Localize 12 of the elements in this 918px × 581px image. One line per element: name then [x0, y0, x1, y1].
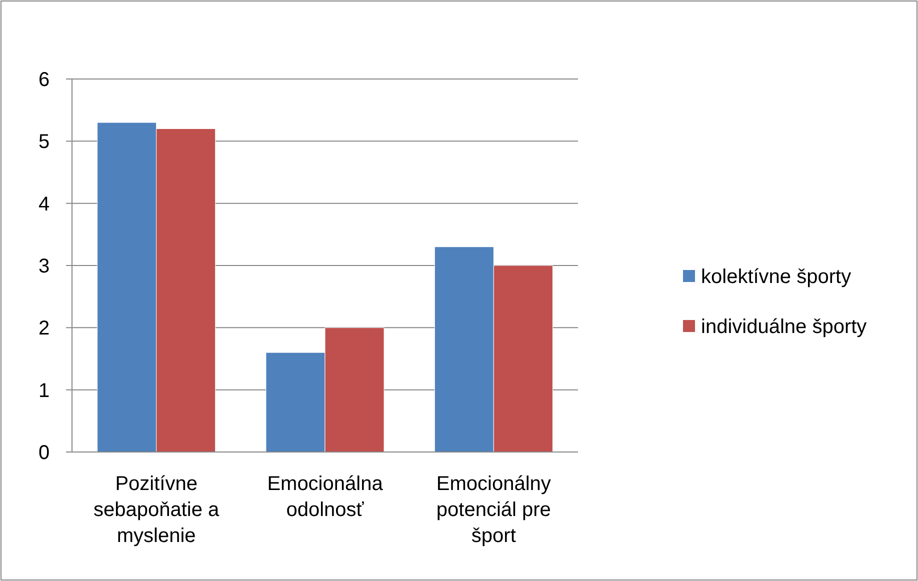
y-tick-label: 5 — [38, 131, 50, 154]
x-tick-label: Emocionálny potenciál pre šport — [436, 473, 551, 547]
x-tick-label: Pozitívne sebapoňatie a myslenie — [93, 473, 220, 547]
legend-label: individuálne športy — [701, 316, 867, 338]
legend-label: kolektívne športy — [701, 266, 852, 288]
y-tick-label: 1 — [38, 380, 50, 402]
y-tick-label: 4 — [38, 193, 50, 216]
y-tick-label: 2 — [38, 318, 50, 340]
y-tick-label: 6 — [38, 69, 50, 91]
y-tick-label: 3 — [38, 256, 50, 278]
y-tick-label: 0 — [38, 442, 50, 464]
x-tick-label: Emocionálna odolnosť — [267, 473, 384, 521]
